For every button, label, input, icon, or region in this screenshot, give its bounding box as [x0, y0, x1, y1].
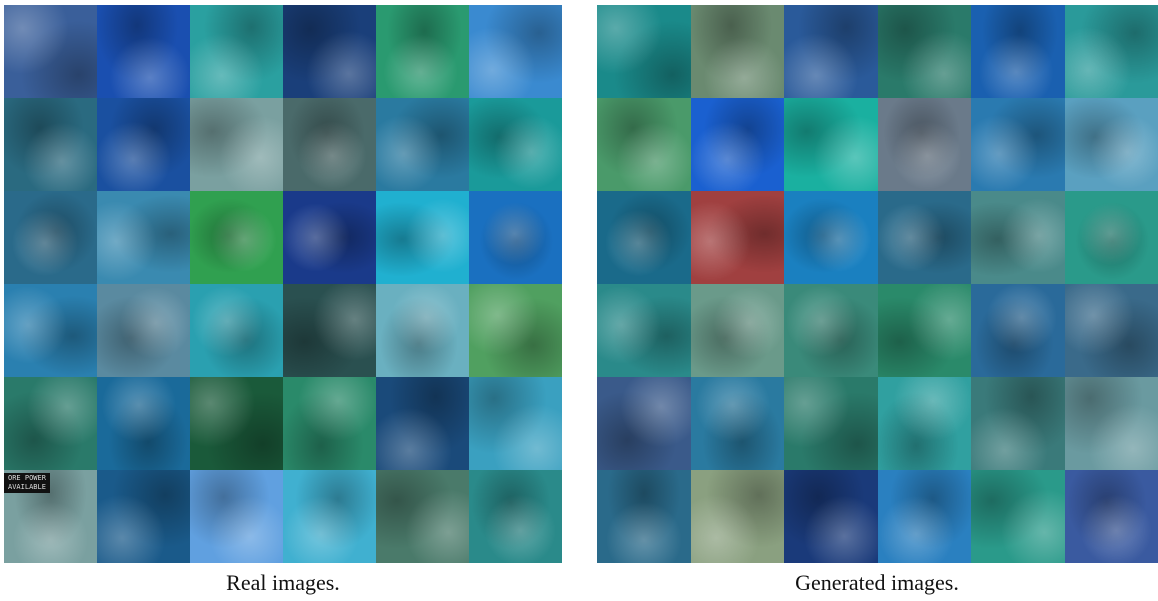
image-tile [190, 470, 283, 563]
image-tile [877, 377, 971, 470]
image-tile [877, 284, 971, 377]
image-tile [376, 191, 469, 284]
image-tile [469, 98, 562, 191]
image-tile [690, 5, 784, 98]
caption: Generated images. [795, 570, 959, 595]
image-tile [4, 98, 97, 191]
image-tile [283, 191, 376, 284]
image-tile [376, 284, 469, 377]
image-tile [97, 377, 190, 470]
sign-text: AVAILABLE [8, 483, 46, 491]
image-tile [784, 377, 878, 470]
image-tile [877, 191, 971, 284]
image-tile [1064, 98, 1158, 191]
image-tile [97, 284, 190, 377]
image-tile [690, 191, 784, 284]
image-tile [469, 191, 562, 284]
image-tile [971, 98, 1065, 191]
image-tile [690, 377, 784, 470]
image-tile [97, 470, 190, 563]
image-tile [190, 377, 283, 470]
image-tile [597, 5, 691, 98]
image-tile [4, 5, 97, 98]
image-tile [597, 470, 691, 563]
image-tile [784, 284, 878, 377]
image-tile [971, 377, 1065, 470]
image-tile [971, 284, 1065, 377]
image-tile [877, 470, 971, 563]
generated-image-grid [597, 5, 1158, 563]
image-tile [877, 98, 971, 191]
image-tile [469, 284, 562, 377]
image-tile [971, 191, 1065, 284]
image-tile [1064, 377, 1158, 470]
image-tile [4, 191, 97, 284]
image-tile [784, 191, 878, 284]
image-tile [784, 470, 878, 563]
image-tile [784, 5, 878, 98]
image-tile [597, 284, 691, 377]
image-tile [283, 98, 376, 191]
image-tile [469, 470, 562, 563]
image-tile [690, 284, 784, 377]
image-tile [597, 377, 691, 470]
sign-text: ORE POWER [8, 474, 46, 482]
image-tile [690, 98, 784, 191]
real-image-grid: ORE POWER AVAILABLE [4, 5, 562, 563]
image-tile [190, 5, 283, 98]
image-tile [376, 470, 469, 563]
image-tile [4, 377, 97, 470]
image-tile [1064, 284, 1158, 377]
image-tile [97, 191, 190, 284]
image-tile [4, 284, 97, 377]
image-tile [469, 377, 562, 470]
image-tile [971, 5, 1065, 98]
image-tile [97, 5, 190, 98]
image-tile [190, 98, 283, 191]
image-tile [190, 284, 283, 377]
image-tile [97, 98, 190, 191]
image-tile [784, 98, 878, 191]
image-tile [376, 98, 469, 191]
image-tile [971, 470, 1065, 563]
image-tile [1064, 470, 1158, 563]
image-tile [190, 191, 283, 284]
image-tile [597, 98, 691, 191]
caption: Real images. [226, 570, 340, 595]
image-tile [469, 5, 562, 98]
image-tile [376, 5, 469, 98]
image-tile: ORE POWER AVAILABLE [4, 470, 97, 563]
image-tile [283, 470, 376, 563]
image-tile [283, 5, 376, 98]
image-tile [1064, 5, 1158, 98]
image-tile [283, 377, 376, 470]
image-tile [877, 5, 971, 98]
image-tile [1064, 191, 1158, 284]
image-tile [283, 284, 376, 377]
sign: ORE POWER AVAILABLE [4, 473, 50, 493]
image-tile [597, 191, 691, 284]
image-tile [690, 470, 784, 563]
image-tile [376, 377, 469, 470]
